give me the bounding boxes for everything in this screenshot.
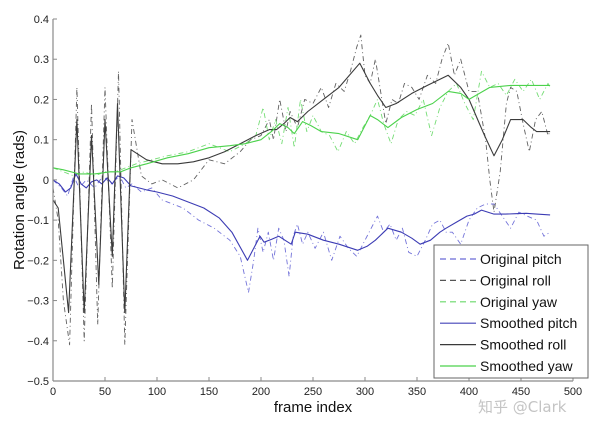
y-axis-title: Rotation angle (rads) bbox=[11, 130, 28, 270]
series-smoothed-yaw bbox=[52, 84, 551, 175]
x-tick-label: 150 bbox=[200, 386, 218, 398]
legend-label: Original roll bbox=[480, 272, 551, 288]
y-tick-label: −0.3 bbox=[27, 296, 49, 308]
x-tick-label: 500 bbox=[564, 386, 582, 398]
legend-label: Smoothed pitch bbox=[480, 315, 577, 331]
axes: −0.5 −0.4 −0.3 −0.2 −0.1 0 0.1 0.2 0.3 0.4 0 50 100 1… bbox=[27, 14, 582, 398]
x-tick-label: 450 bbox=[512, 386, 530, 398]
y-tick-label: −0.4 bbox=[27, 336, 49, 348]
x-tick-label: 400 bbox=[460, 386, 478, 398]
legend: Original pitch Original roll Original yaw S… bbox=[433, 244, 589, 379]
x-tick-label: 0 bbox=[50, 386, 56, 398]
series-original-pitch bbox=[52, 175, 551, 293]
y-tick-label: 0.4 bbox=[34, 14, 49, 26]
y-tick-label: 0 bbox=[43, 175, 49, 187]
y-tick-label: −0.1 bbox=[27, 215, 49, 227]
legend-label: Smoothed yaw bbox=[480, 358, 573, 374]
watermark: 知乎 @Clark bbox=[478, 398, 567, 416]
x-tick-label: 100 bbox=[148, 386, 166, 398]
plot-area bbox=[52, 34, 551, 346]
legend-label: Original yaw bbox=[480, 294, 558, 310]
y-tick-label: −0.2 bbox=[27, 255, 49, 267]
series-original-roll bbox=[52, 34, 551, 346]
legend-label: Original pitch bbox=[480, 251, 562, 267]
y-tick-label: −0.5 bbox=[27, 376, 49, 388]
y-tick-label: 0.3 bbox=[34, 54, 49, 66]
series-original-yaw bbox=[52, 70, 551, 177]
y-tick-label: 0.1 bbox=[34, 135, 49, 147]
series-smoothed-roll bbox=[52, 62, 551, 314]
x-tick-label: 300 bbox=[356, 386, 374, 398]
x-axis-title: frame index bbox=[274, 399, 353, 416]
series-smoothed-pitch bbox=[52, 173, 551, 261]
x-tick-label: 350 bbox=[408, 386, 426, 398]
x-tick-label: 50 bbox=[99, 386, 111, 398]
legend-label: Smoothed roll bbox=[480, 337, 566, 353]
x-tick-label: 250 bbox=[304, 386, 322, 398]
x-tick-label: 200 bbox=[252, 386, 270, 398]
legend-box bbox=[433, 244, 589, 379]
y-tick-label: 0.2 bbox=[34, 94, 49, 106]
